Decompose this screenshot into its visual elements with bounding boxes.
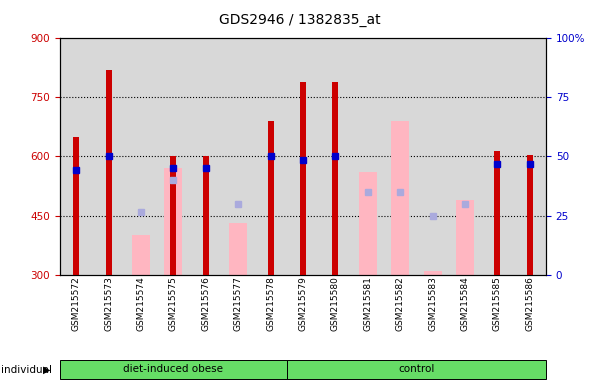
Text: individual: individual — [1, 364, 52, 375]
Bar — [125, 38, 157, 275]
Bar — [170, 157, 176, 275]
Bar — [527, 154, 533, 275]
Text: control: control — [398, 364, 434, 374]
Bar — [229, 223, 247, 275]
Bar — [287, 360, 546, 379]
Bar — [391, 121, 409, 275]
Text: GSM215584: GSM215584 — [461, 276, 469, 331]
Text: GDS2946 / 1382835_at: GDS2946 / 1382835_at — [219, 13, 381, 27]
Bar — [424, 271, 442, 275]
Text: GSM215585: GSM215585 — [493, 276, 502, 331]
Bar — [352, 38, 384, 275]
Bar — [287, 38, 319, 275]
Bar — [203, 157, 209, 275]
Bar — [300, 82, 306, 275]
Bar — [164, 168, 182, 275]
Bar — [268, 121, 274, 275]
Bar — [190, 38, 222, 275]
Text: GSM215579: GSM215579 — [299, 276, 308, 331]
Text: GSM215580: GSM215580 — [331, 276, 340, 331]
Bar — [106, 70, 112, 275]
Bar — [514, 38, 546, 275]
Bar — [481, 38, 514, 275]
Bar — [416, 38, 449, 275]
Bar — [384, 38, 416, 275]
Text: GSM215583: GSM215583 — [428, 276, 437, 331]
Bar — [494, 151, 500, 275]
Text: GSM215576: GSM215576 — [202, 276, 211, 331]
Bar — [254, 38, 287, 275]
Text: diet-induced obese: diet-induced obese — [124, 364, 223, 374]
Bar — [359, 172, 377, 275]
Bar — [222, 38, 254, 275]
Bar — [319, 38, 352, 275]
Bar — [449, 38, 481, 275]
Text: GSM215575: GSM215575 — [169, 276, 178, 331]
Bar — [73, 137, 79, 275]
Text: GSM215586: GSM215586 — [526, 276, 534, 331]
Bar — [157, 38, 190, 275]
Bar — [60, 38, 92, 275]
Text: GSM215574: GSM215574 — [137, 276, 146, 331]
Text: GSM215572: GSM215572 — [72, 276, 80, 331]
Text: GSM215582: GSM215582 — [396, 276, 404, 331]
Text: ▶: ▶ — [43, 364, 50, 375]
Bar — [60, 360, 287, 379]
Text: GSM215578: GSM215578 — [266, 276, 275, 331]
Text: GSM215581: GSM215581 — [363, 276, 372, 331]
Bar — [332, 82, 338, 275]
Bar — [132, 235, 150, 275]
Bar — [92, 38, 125, 275]
Text: GSM215573: GSM215573 — [104, 276, 113, 331]
Text: GSM215577: GSM215577 — [234, 276, 242, 331]
Bar — [456, 200, 474, 275]
